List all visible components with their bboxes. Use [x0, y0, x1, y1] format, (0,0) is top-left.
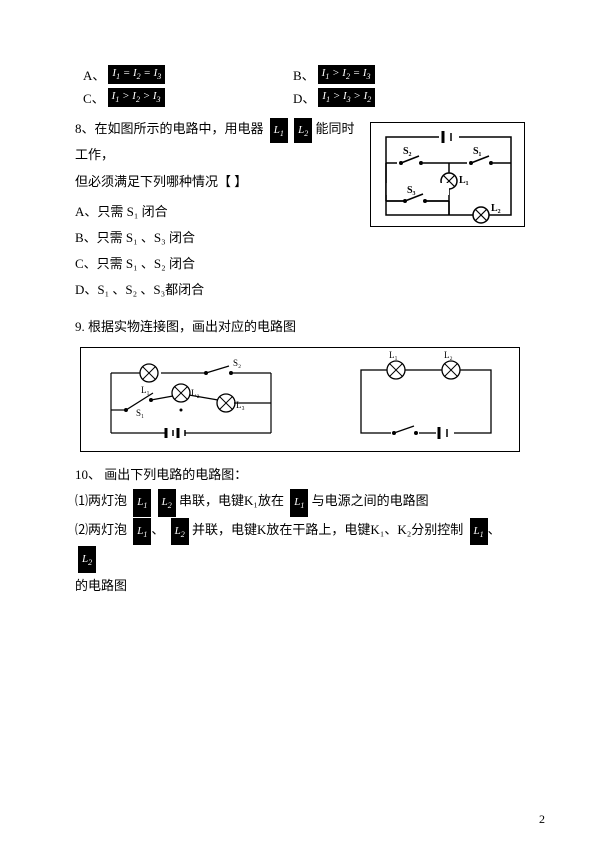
svg-text:L₂: L₂ — [491, 203, 501, 214]
q7-optB-label: B、 — [293, 65, 315, 84]
q10-l1-L1b: L1 — [290, 489, 308, 516]
q9: 9. 根据实物连接图，画出对应的电路图 S₂ — [75, 315, 525, 453]
q10-l2a: 两灯泡 — [88, 522, 127, 537]
q10-l2b: 并联，电键K放在干路上，电键K₁、K₂分别控制 — [192, 522, 463, 537]
q10-l2-L1b: L1 — [470, 518, 488, 545]
q7-optD-label: D、 — [293, 88, 315, 107]
q8-circuit-diagram: S₂ S₁ L₁ — [370, 122, 525, 227]
svg-text:L₁: L₁ — [389, 350, 398, 360]
q7-row2: C、 I1 > I2 > I3 D、 I1 > I3 > I2 — [75, 88, 525, 107]
q9-stem: 9. 根据实物连接图，画出对应的电路图 — [75, 315, 525, 340]
svg-text:L₃: L₃ — [236, 400, 245, 410]
q8-L2: L2 — [294, 118, 312, 143]
q8-optC: C、只需 S₁ 、S₂ 闭合 — [75, 251, 360, 277]
svg-text:S₃: S₃ — [407, 185, 416, 196]
q8: 8、在如图所示的电路中，用电器 L1 L2 能同时工作， 但必须满足下列哪种情况… — [75, 117, 525, 303]
q7-optB: B、 I1 > I2 = I3 — [293, 65, 375, 84]
q8-opts: A、只需 S₁ 闭合 B、只需 S₁ 、S₃ 闭合 C、只需 S₁ 、S₂ 闭合… — [75, 199, 360, 303]
q7-optB-formula: I1 > I2 = I3 — [318, 65, 375, 83]
q8-text: 8、在如图所示的电路中，用电器 L1 L2 能同时工作， 但必须满足下列哪种情况… — [75, 117, 360, 303]
svg-text:S₂: S₂ — [403, 146, 412, 157]
q10-line3: 的电路图 — [75, 573, 525, 599]
q10-l2-L1: L1 — [133, 518, 151, 545]
q7-optC-formula: I1 > I2 > I3 — [108, 88, 165, 106]
q10: 10、 画出下列电路的电路图： ⑴两灯泡 L1 L2 串联，电键K₁放在 L1 … — [75, 462, 525, 599]
page-number: 2 — [539, 812, 545, 827]
svg-text:L₂: L₂ — [444, 350, 453, 360]
q10-l1a: 两灯泡 — [88, 493, 127, 508]
q7-optC-label: C、 — [83, 88, 105, 107]
q8-stem3: 但必须满足下列哪种情况【 】 — [75, 170, 360, 195]
q10-l2-L2: L2 — [171, 518, 189, 545]
q7-optD-formula: I1 > I3 > I2 — [318, 88, 375, 106]
q9-circuit-diagram: S₂ L₁ S₁ L₂ — [80, 347, 520, 452]
svg-text:S₁: S₁ — [136, 408, 144, 418]
svg-text:L₁: L₁ — [459, 175, 469, 186]
svg-text:S₂: S₂ — [233, 358, 241, 368]
q8-stem: 8、在如图所示的电路中，用电器 L1 L2 能同时工作， — [75, 117, 360, 168]
svg-text:S₁: S₁ — [473, 146, 482, 157]
q10-line1: ⑴两灯泡 L1 L2 串联，电键K₁放在 L1 与电源之间的电路图 — [75, 488, 525, 516]
q8-stem1: 8、在如图所示的电路中，用电器 — [75, 121, 264, 136]
q10-l1-L1: L1 — [133, 489, 151, 516]
q7-optC: C、 I1 > I2 > I3 — [83, 88, 293, 107]
q10-line2: ⑵两灯泡 L1、 L2 并联，电键K放在干路上，电键K₁、K₂分别控制 L1、 … — [75, 517, 525, 573]
q7-row1: A、 I1 = I2 = I3 B、 I1 > I2 = I3 — [75, 65, 525, 84]
q10-l1b: 串联，电键K₁放在 — [179, 493, 284, 508]
q7-optA-formula: I1 = I2 = I3 — [108, 65, 165, 83]
q8-optA: A、只需 S₁ 闭合 — [75, 199, 360, 225]
q7-optA-label: A、 — [83, 65, 105, 84]
q10-stem: 10、 画出下列电路的电路图： — [75, 462, 525, 488]
svg-text:L₁: L₁ — [141, 385, 150, 395]
q10-l2-L2b: L2 — [78, 546, 96, 573]
q8-optB: B、只需 S₁ 、S₃ 闭合 — [75, 225, 360, 251]
q8-optD: D、S₁ 、S₂ 、S₃都闭合 — [75, 277, 360, 303]
q7-optD: D、 I1 > I3 > I2 — [293, 88, 375, 107]
q7-optA: A、 I1 = I2 = I3 — [83, 65, 293, 84]
q10-l1-L2: L2 — [158, 489, 176, 516]
q10-l1c: 与电源之间的电路图 — [312, 493, 429, 508]
q8-L1: L1 — [270, 118, 288, 143]
